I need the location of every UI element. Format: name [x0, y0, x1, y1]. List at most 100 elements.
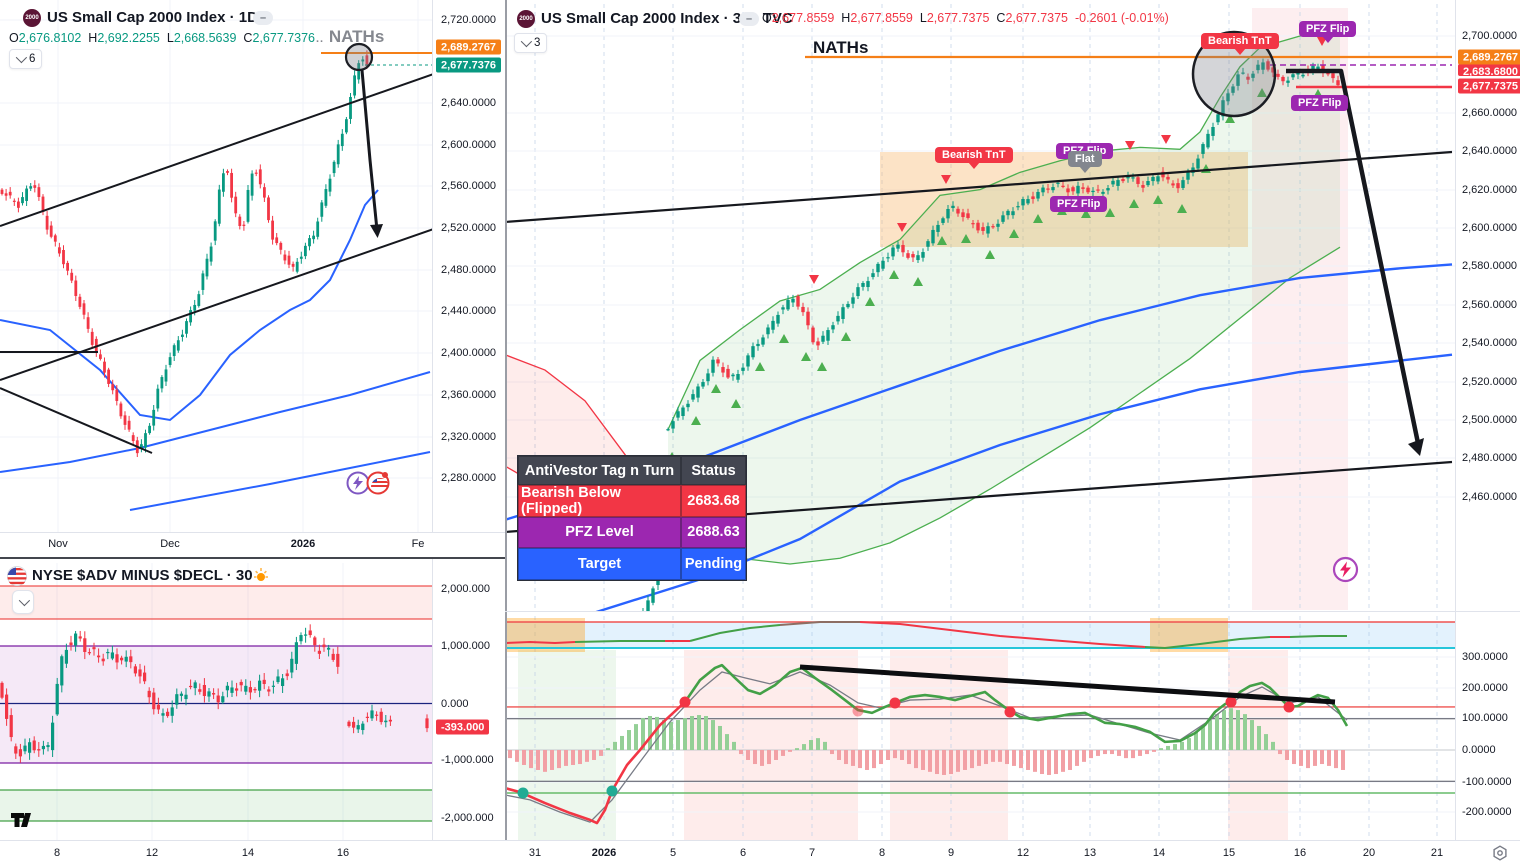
pane-breadth-title[interactable]: NYSE $ADV MINUS $DECL · 30 — [32, 567, 253, 584]
breadth-dropdown[interactable] — [12, 590, 34, 614]
time-axis-label: Nov — [48, 538, 68, 550]
price-axis-label: 2,600.0000 — [441, 139, 497, 151]
price-axis-label: 2,660.0000 — [1462, 107, 1518, 119]
ohlc-value: 2,677.8559 — [850, 11, 913, 25]
signal-label-pfz-flip[interactable]: PFZ Flip — [1299, 21, 1357, 43]
us-flag-icon[interactable] — [366, 471, 390, 500]
time-axis-label: 9 — [947, 847, 955, 859]
time-axis-label: 2026 — [290, 538, 316, 550]
time-axis-label: 6 — [739, 847, 747, 859]
time-axis-bottom[interactable] — [0, 840, 1520, 865]
time-axis-label: Dec — [160, 538, 180, 550]
time-axis-label: 14 — [1152, 847, 1166, 859]
sun-icon — [252, 567, 270, 590]
ohlc-key: O — [762, 11, 772, 25]
table-cell: Target — [518, 548, 681, 580]
price-tag: 2,689.2767 — [436, 39, 502, 55]
time-axis-label: Fe — [411, 538, 425, 550]
ohlc-key: C — [996, 11, 1006, 25]
ohlc-key: H — [88, 31, 98, 45]
object-tree-dropdown[interactable]: 6 — [9, 49, 43, 69]
ohlc-value: 2,677.7375 — [1005, 11, 1068, 25]
axis-divider — [1455, 0, 1456, 840]
naths-annotation[interactable]: NATHs — [813, 38, 869, 57]
signal-label-flat[interactable]: Flat — [1068, 151, 1102, 173]
ohlc-key: C — [243, 31, 253, 45]
indicator-axis-label: 100.0000 — [1462, 712, 1508, 724]
time-axis-label: 20 — [1362, 847, 1376, 859]
label-tail — [1078, 166, 1091, 173]
price-axis-label: 2,700.0000 — [1462, 30, 1518, 42]
price-axis-label: 2,640.0000 — [441, 97, 497, 109]
time-axis-label: 14 — [241, 847, 255, 859]
pane-divider[interactable] — [0, 557, 505, 559]
oscillator-pane — [506, 616, 1455, 840]
price-axis-label: 2,320.0000 — [441, 431, 497, 443]
collapse-icon[interactable]: – — [253, 11, 273, 25]
chevron-down-icon — [15, 51, 28, 64]
time-axis-label: 16 — [1293, 847, 1307, 859]
table-cell: AntiVestor Tag n Turn — [518, 456, 681, 485]
signal-label-pfz-flip[interactable]: PFZ Flip — [1050, 196, 1108, 212]
price-axis-label: 2,280.0000 — [441, 472, 497, 484]
price-axis-label: 2,480.0000 — [1462, 452, 1518, 464]
pane-divider[interactable] — [505, 0, 507, 865]
ohlc-value: 2,677.8559 — [771, 11, 835, 25]
pane-daily-title[interactable]: US Small Cap 2000 Index · 1D — [47, 9, 258, 26]
current-value-tag: -393.000 — [436, 719, 490, 735]
pane-intraday-title[interactable]: US Small Cap 2000 Index · 30 · TVC — [541, 10, 793, 27]
price-axis-label: 2,640.0000 — [1462, 145, 1518, 157]
price-axis-label: 2,720.0000 — [441, 14, 497, 26]
table-cell: 2688.63 — [681, 516, 746, 548]
price-axis-label: 2,600.0000 — [1462, 222, 1518, 234]
naths-annotation[interactable]: .. NATHs — [316, 27, 385, 46]
indicator-axis-label: -200.0000 — [1462, 806, 1512, 818]
value-axis-label: 2,000.000 — [441, 583, 490, 595]
breadth-chart — [0, 563, 432, 840]
ohlc-value: 2,677.7376 — [252, 31, 315, 45]
price-axis-label: 2,580.0000 — [1462, 260, 1518, 272]
us-flag-icon — [7, 566, 27, 591]
ohlc-key: H — [841, 11, 851, 25]
value-axis-label: -2,000.000 — [441, 812, 494, 824]
time-axis-daily[interactable] — [0, 532, 505, 558]
ohlc-value: 2,668.5639 — [173, 31, 237, 45]
daily-chart — [0, 0, 432, 532]
oscillator-trendline[interactable] — [799, 664, 1336, 705]
ohlc-values: O2,677.8559 H2,677.8559 L2,677.7375 C2,677.… — [755, 11, 1169, 25]
time-axis-label: 5 — [669, 847, 677, 859]
value-axis-label: 1,000.000 — [441, 640, 490, 652]
lightning-icon[interactable] — [1332, 556, 1359, 588]
signal-label-pfz-flip[interactable]: PFZ Flip — [1291, 95, 1349, 111]
time-axis-label: 12 — [145, 847, 159, 859]
label-tail — [967, 162, 980, 169]
collapse-icon[interactable]: – — [739, 12, 759, 26]
daily-drawings[interactable] — [0, 42, 445, 454]
price-axis-label: 2,360.0000 — [441, 389, 497, 401]
signal-label-bearish-tnt[interactable]: Bearish TnT — [935, 147, 1013, 169]
time-axis-label: 8 — [878, 847, 886, 859]
time-axis-label: 15 — [1222, 847, 1236, 859]
price-axis-label: 2,400.0000 — [441, 347, 497, 359]
tradingview-logo[interactable] — [10, 812, 40, 833]
object-tree-dropdown[interactable]: 3 — [514, 33, 548, 53]
symbol-logo[interactable]: 2000 — [23, 9, 41, 27]
signal-label-bearish-tnt[interactable]: Bearish TnT — [1201, 33, 1279, 55]
price-axis-label: 2,500.0000 — [1462, 414, 1518, 426]
indicator-axis-label: 0.0000 — [1462, 744, 1496, 756]
gear-icon[interactable] — [1492, 845, 1508, 865]
price-tag: 2,683.6800 — [1458, 64, 1520, 76]
pane-divider[interactable] — [505, 611, 1520, 612]
price-tag: 2,677.7375 — [1458, 78, 1520, 94]
time-axis-label: 12 — [1016, 847, 1030, 859]
price-axis-label: 2,620.0000 — [1462, 184, 1518, 196]
time-axis-label: 16 — [336, 847, 350, 859]
ohlc-values: O2,676.8102 H2,692.2255 L2,668.5639 C2,677.… — [2, 31, 315, 45]
symbol-logo[interactable]: 2000 — [517, 10, 535, 28]
price-axis-label: 2,560.0000 — [1462, 299, 1518, 311]
time-axis-label: 8 — [53, 847, 61, 859]
price-axis-label: 2,560.0000 — [441, 180, 497, 192]
ohlc-value: 2,692.2255 — [97, 31, 160, 45]
